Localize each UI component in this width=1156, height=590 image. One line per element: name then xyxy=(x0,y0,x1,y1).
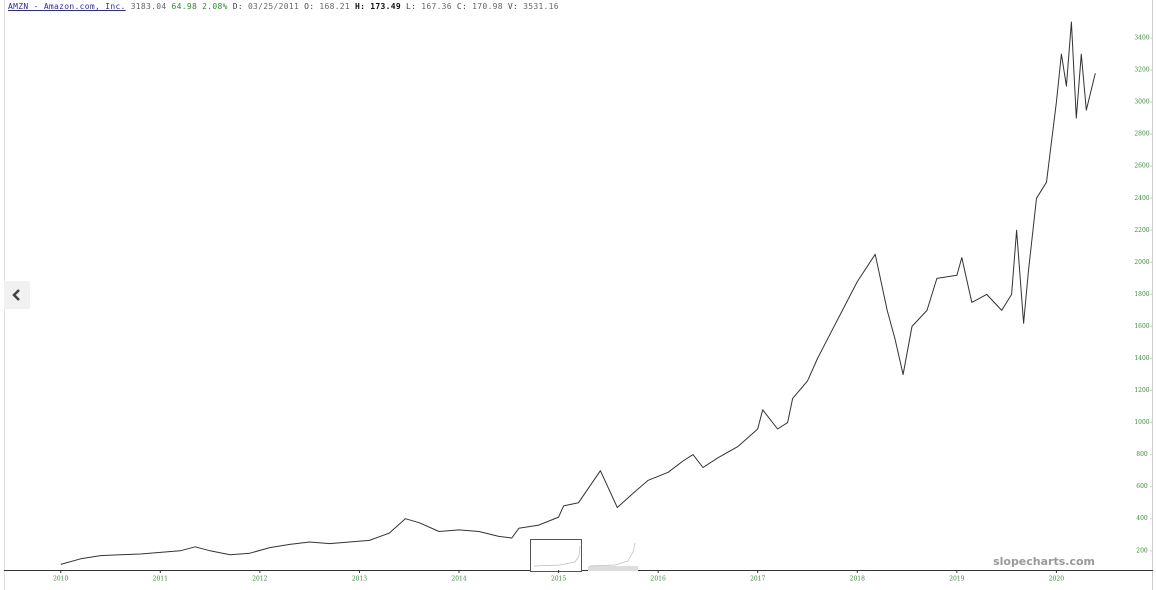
field-value: 170.98 xyxy=(472,2,503,11)
x-tick-label: 2019 xyxy=(949,576,964,583)
y-tick-label: 1600 xyxy=(1134,323,1149,330)
last-price: 3183.04 xyxy=(130,2,167,11)
field-label: D: xyxy=(232,2,243,11)
minimap xyxy=(530,539,638,572)
field-value: 168.21 xyxy=(319,2,351,11)
field-label: L: xyxy=(405,2,417,11)
back-button[interactable] xyxy=(4,281,30,309)
back-icon xyxy=(12,289,20,301)
change-pct: 2.08% xyxy=(202,2,228,11)
field-value: 167.36 xyxy=(421,2,452,11)
y-tick-label: 600 xyxy=(1136,483,1148,490)
y-tick-label: 2000 xyxy=(1134,259,1149,266)
y-tick-label: 800 xyxy=(1136,451,1148,458)
field-value: 173.49 xyxy=(370,2,401,11)
minimap-line xyxy=(533,542,636,567)
x-tick-label: 2012 xyxy=(252,576,267,583)
header: AMZN - Amazon.com, Inc. 3183.04 64.98 2.08%… xyxy=(8,2,569,11)
y-tick-label: 3200 xyxy=(1134,67,1149,74)
minimap-window[interactable] xyxy=(530,539,582,572)
field-label: C: xyxy=(456,2,468,11)
y-tick-label: 2800 xyxy=(1134,131,1149,138)
y-tick-label: 3400 xyxy=(1134,35,1149,42)
x-tick-label: 2016 xyxy=(651,576,666,583)
x-tick-label: 2015 xyxy=(551,576,566,583)
field-value: 03/25/2011 xyxy=(247,2,300,11)
field-value: 3531.16 xyxy=(523,2,559,11)
x-tick-label: 2017 xyxy=(750,576,765,583)
y-tick-label: 1800 xyxy=(1134,291,1149,298)
x-tick-label: 2020 xyxy=(1049,576,1064,583)
field-label: V: xyxy=(507,2,519,11)
y-tick-label: 3000 xyxy=(1134,99,1149,106)
price-line xyxy=(60,21,1096,565)
y-tick-label: 2600 xyxy=(1134,163,1149,170)
change: 64.98 xyxy=(171,2,198,11)
field-label: O: xyxy=(304,2,315,11)
y-tick-label: 2200 xyxy=(1134,227,1149,234)
y-tick-label: 200 xyxy=(1136,547,1148,554)
y-tick-label: 400 xyxy=(1136,515,1148,522)
x-tick-label: 2013 xyxy=(352,576,367,583)
watermark: slopecharts.com xyxy=(993,555,1095,568)
x-tick-label: 2014 xyxy=(451,576,466,583)
x-tick-label: 2018 xyxy=(850,576,865,583)
field-label: H: xyxy=(355,2,366,11)
x-tick-label: 2010 xyxy=(53,576,68,583)
x-tick-label: 2011 xyxy=(153,576,168,583)
ticker-link[interactable]: AMZN - Amazon.com, Inc. xyxy=(8,2,126,11)
minimap-scroll xyxy=(588,566,638,571)
y-tick-label: 2400 xyxy=(1134,195,1149,202)
y-tick-label: 1400 xyxy=(1134,355,1149,362)
ohlc-fields: D: 03/25/2011 O: 168.21 H: 173.49 L: 167.36 C: 17… xyxy=(233,2,564,11)
y-tick-label: 1000 xyxy=(1134,419,1149,426)
y-tick-label: 1200 xyxy=(1134,387,1149,394)
